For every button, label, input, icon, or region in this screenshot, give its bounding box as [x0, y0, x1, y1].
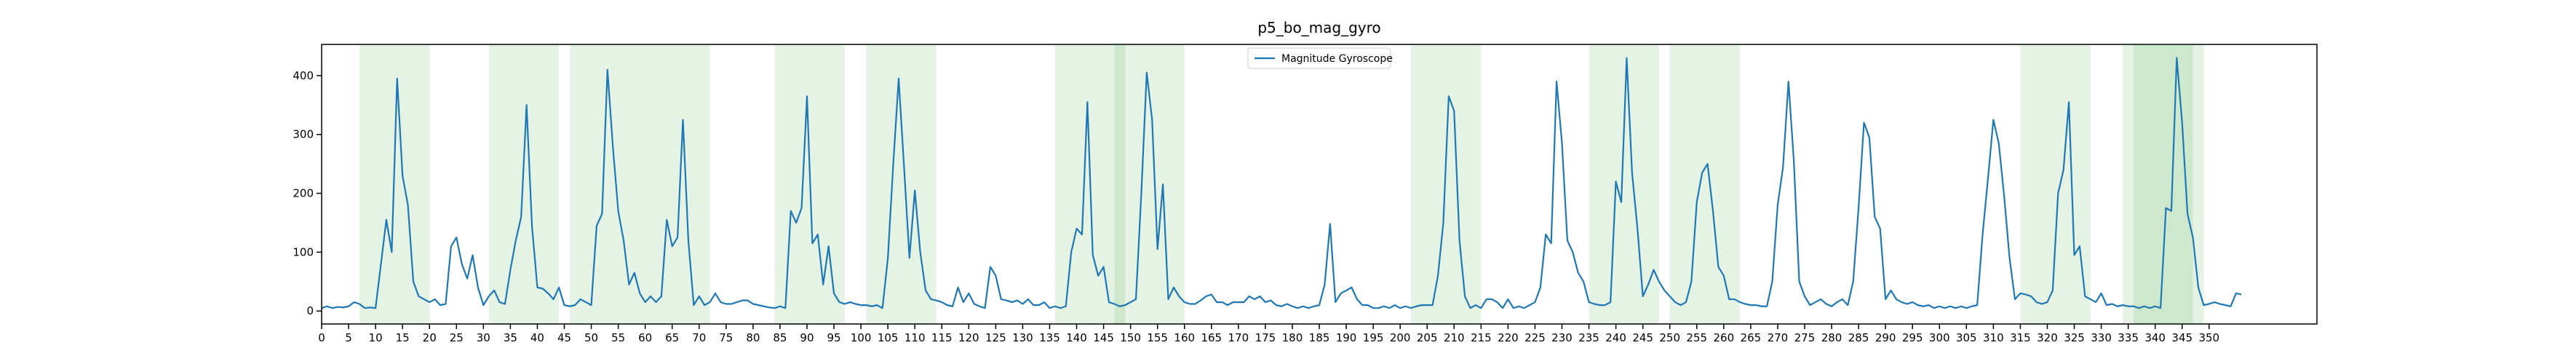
data-line: [321, 57, 2242, 309]
x-tick-label: 35: [504, 331, 517, 344]
x-tick-label: 350: [2198, 331, 2219, 344]
x-tick-label: 295: [1902, 331, 1923, 344]
y-tick-label: 300: [293, 128, 314, 141]
y-tick-label: 100: [293, 245, 314, 258]
highlight-span: [2020, 44, 2091, 324]
plot-frame: [321, 44, 2318, 325]
x-tick-label: 170: [1228, 331, 1249, 344]
highlight-span: [640, 44, 710, 324]
y-tick-label: 400: [293, 69, 314, 82]
x-tick-label: 130: [1012, 331, 1033, 344]
x-tick-label: 290: [1875, 331, 1896, 344]
x-tick-label: 325: [2064, 331, 2085, 344]
x-tick-label: 55: [611, 331, 625, 344]
x-tick-label: 185: [1309, 331, 1330, 344]
x-tick-label: 70: [692, 331, 706, 344]
x-tick-label: 175: [1255, 331, 1276, 344]
x-tick-label: 275: [1794, 331, 1816, 344]
x-tick-label: 30: [477, 331, 490, 344]
x-tick-label: 135: [1039, 331, 1060, 344]
x-tick-label: 80: [746, 331, 760, 344]
x-tick-label: 155: [1147, 331, 1168, 344]
x-tick-label: 205: [1417, 331, 1438, 344]
x-tick-label: 230: [1551, 331, 1573, 344]
x-tick-label: 260: [1713, 331, 1734, 344]
x-tick-label: 245: [1632, 331, 1653, 344]
y-tick-label: 200: [293, 187, 314, 200]
x-tick-label: 100: [851, 331, 872, 344]
x-tick-label: 335: [2118, 331, 2139, 344]
x-tick-label: 190: [1336, 331, 1357, 344]
x-tick-label: 315: [2010, 331, 2031, 344]
x-tick-label: 270: [1768, 331, 1789, 344]
x-tick-label: 165: [1201, 331, 1222, 344]
x-tick-label: 5: [345, 331, 352, 344]
x-tick-label: 0: [318, 331, 325, 344]
x-tick-label: 265: [1741, 331, 1762, 344]
x-tick-label: 220: [1498, 331, 1519, 344]
x-tick-label: 150: [1120, 331, 1141, 344]
legend-label: Magnitude Gyroscope: [1281, 53, 1393, 65]
x-tick-label: 125: [985, 331, 1006, 344]
x-tick-label: 25: [450, 331, 464, 344]
x-tick-label: 235: [1578, 331, 1599, 344]
x-tick-label: 345: [2171, 331, 2193, 344]
x-tick-label: 305: [1956, 331, 1977, 344]
x-tick-label: 90: [800, 331, 814, 344]
y-tick-label: 0: [306, 304, 314, 317]
x-tick-label: 20: [423, 331, 437, 344]
x-tick-label: 320: [2037, 331, 2058, 344]
highlight-span: [1410, 44, 1482, 324]
x-tick-label: 330: [2091, 331, 2112, 344]
x-tick-label: 285: [1848, 331, 1869, 344]
x-tick-label: 115: [931, 331, 953, 344]
highlight-span: [1669, 44, 1741, 324]
x-tick-label: 145: [1093, 331, 1114, 344]
chart-title: p5_bo_mag_gyro: [1257, 19, 1380, 36]
highlight-span: [1114, 44, 1185, 324]
x-tick-label: 255: [1686, 331, 1707, 344]
x-tick-label: 250: [1659, 331, 1680, 344]
x-tick-label: 60: [638, 331, 652, 344]
x-tick-label: 75: [719, 331, 733, 344]
highlight-span: [866, 44, 937, 324]
x-tick-label: 85: [773, 331, 787, 344]
x-tick-label: 210: [1444, 331, 1465, 344]
x-tick-label: 300: [1929, 331, 1950, 344]
x-tick-label: 140: [1066, 331, 1087, 344]
x-tick-label: 15: [396, 331, 410, 344]
x-tick-label: 195: [1363, 331, 1384, 344]
x-tick-label: 50: [584, 331, 598, 344]
x-tick-label: 180: [1282, 331, 1303, 344]
x-tick-label: 105: [878, 331, 899, 344]
highlight-span: [2134, 44, 2204, 324]
x-tick-label: 120: [958, 331, 979, 344]
x-tick-label: 95: [827, 331, 840, 344]
x-tick-label: 215: [1471, 331, 1492, 344]
highlight-span: [488, 44, 560, 324]
x-tick-label: 225: [1524, 331, 1546, 344]
x-tick-label: 310: [1983, 331, 2004, 344]
highlight-span: [1589, 44, 1659, 324]
x-tick-label: 45: [557, 331, 571, 344]
x-tick-label: 200: [1390, 331, 1411, 344]
x-tick-label: 160: [1174, 331, 1195, 344]
x-tick-label: 65: [665, 331, 679, 344]
x-tick-label: 10: [369, 331, 383, 344]
x-tick-label: 110: [905, 331, 926, 344]
legend-box: [1247, 47, 1391, 69]
x-tick-label: 340: [2144, 331, 2166, 344]
x-tick-label: 280: [1821, 331, 1842, 344]
highlight-span: [2123, 44, 2193, 324]
x-tick-label: 240: [1605, 331, 1626, 344]
x-tick-label: 40: [530, 331, 544, 344]
